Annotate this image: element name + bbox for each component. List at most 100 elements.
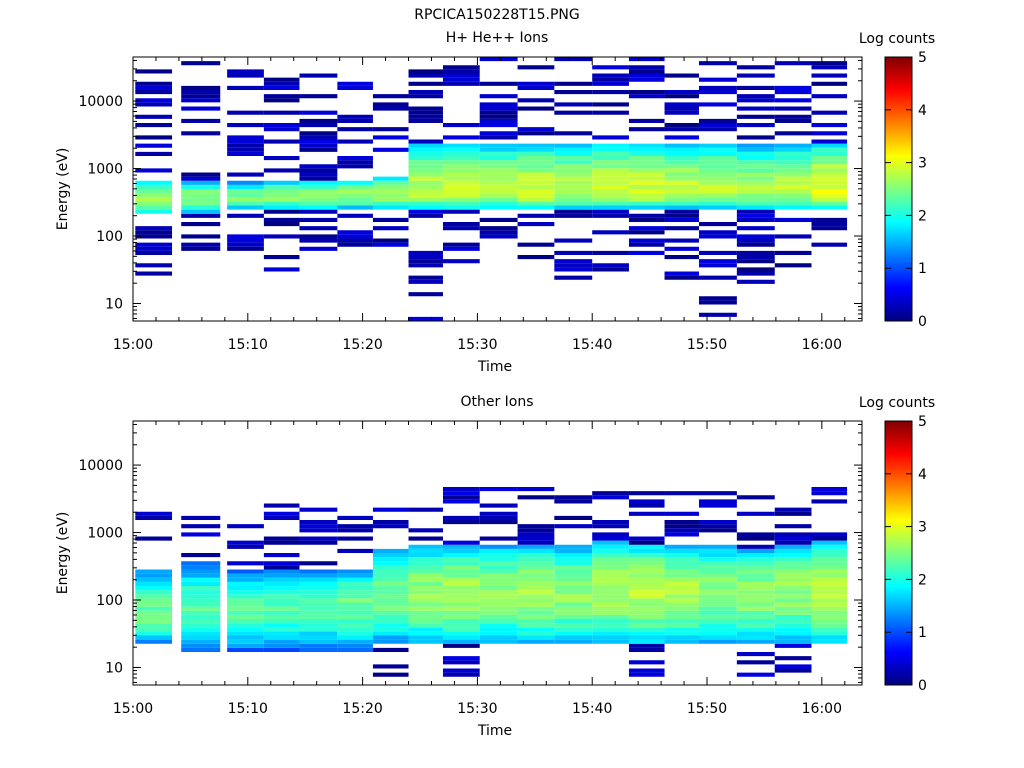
spectrogram-cell xyxy=(774,668,812,673)
spectrogram-cell xyxy=(479,226,518,231)
spectrogram-cell xyxy=(736,586,775,591)
spectrogram-cell xyxy=(181,553,221,558)
spectrogram-cell xyxy=(698,184,737,189)
spectrogram-cell xyxy=(408,606,443,611)
spectrogram-cell xyxy=(592,602,629,607)
spectrogram-cell xyxy=(664,586,699,591)
spectrogram-cell xyxy=(135,511,173,516)
spectrogram-cell xyxy=(227,242,264,247)
spectrogram-cell xyxy=(263,222,300,227)
spectrogram-cell xyxy=(592,164,629,169)
spectrogram-cell xyxy=(736,623,775,628)
spectrogram-cell xyxy=(811,569,848,574)
spectrogram-cell xyxy=(664,602,699,607)
spectrogram-cell xyxy=(628,213,665,218)
spectrogram-cell xyxy=(811,168,848,173)
spectrogram-cell xyxy=(372,627,409,632)
spectrogram-cell xyxy=(774,98,812,103)
spectrogram-cell xyxy=(554,267,593,272)
spectrogram-cell xyxy=(554,143,593,148)
spectrogram-cell xyxy=(479,536,518,541)
spectrogram-cell xyxy=(408,160,443,165)
spectrogram-cell xyxy=(479,143,518,148)
spectrogram-cell xyxy=(517,197,555,202)
spectrogram-cell xyxy=(479,577,518,582)
spectrogram-cell xyxy=(698,176,737,181)
spectrogram-cell xyxy=(442,627,480,632)
colorbar-title: Log counts xyxy=(859,395,935,411)
spectrogram-cell xyxy=(479,553,518,558)
spectrogram-cell xyxy=(517,65,555,70)
spectrogram-cell xyxy=(736,172,775,177)
spectrogram-cell xyxy=(736,279,775,284)
spectrogram-cell xyxy=(628,180,665,185)
spectrogram-cell xyxy=(774,643,812,648)
spectrogram-cell xyxy=(774,507,812,512)
spectrogram-cell xyxy=(774,544,812,549)
spectrogram-cell xyxy=(372,569,409,574)
spectrogram-cell xyxy=(442,205,480,210)
spectrogram-cell xyxy=(736,106,775,111)
spectrogram-cell xyxy=(442,672,480,677)
spectrogram-cell xyxy=(811,81,848,86)
spectrogram-cell xyxy=(554,573,593,578)
y-tick-label: 100 xyxy=(96,593,123,609)
spectrogram-cell xyxy=(592,151,629,157)
spectrogram-cell xyxy=(263,586,300,591)
x-tick-label: 15:20 xyxy=(342,337,382,353)
spectrogram-cell xyxy=(181,635,221,640)
spectrogram-cell xyxy=(408,544,443,549)
spectrogram-cell xyxy=(337,548,373,554)
spectrogram-cell xyxy=(592,544,629,549)
spectrogram-cell xyxy=(442,577,480,582)
spectrogram-cell xyxy=(135,614,173,620)
spectrogram-cell xyxy=(299,135,338,140)
spectrogram-cell xyxy=(811,491,848,496)
spectrogram-cell xyxy=(337,160,373,165)
spectrogram-cell xyxy=(299,520,338,525)
spectrogram-cell xyxy=(299,123,338,128)
spectrogram-cell xyxy=(263,139,300,144)
spectrogram-cell xyxy=(664,581,699,587)
spectrogram-cell xyxy=(408,81,443,86)
spectrogram-cell xyxy=(698,619,737,624)
spectrogram-cell xyxy=(698,156,737,161)
spectrogram-cell xyxy=(337,619,373,624)
spectrogram-cell xyxy=(736,164,775,169)
spectrogram-cell xyxy=(337,614,373,620)
spectrogram-cell xyxy=(517,577,555,582)
spectrogram-cell xyxy=(135,586,173,591)
spectrogram-cell xyxy=(736,259,775,264)
spectrogram-cell xyxy=(698,623,737,628)
spectrogram-cell xyxy=(299,573,338,578)
spectrogram-cell xyxy=(372,631,409,636)
spectrogram-cell xyxy=(774,569,812,574)
spectrogram-cell xyxy=(442,635,480,640)
spectrogram-cell xyxy=(736,548,775,554)
spectrogram-cell xyxy=(442,222,480,227)
spectrogram-cell xyxy=(736,85,775,91)
spectrogram-cell xyxy=(628,250,665,256)
spectrogram-cell xyxy=(664,238,699,243)
spectrogram-cell xyxy=(736,213,775,218)
spectrogram-cell xyxy=(698,102,737,107)
spectrogram-cell xyxy=(698,189,737,194)
spectrogram-cell xyxy=(372,176,409,181)
spectrogram-cell xyxy=(811,61,848,66)
spectrogram-cell xyxy=(479,193,518,198)
spectrogram-cell xyxy=(408,147,443,152)
y-tick-label: 10000 xyxy=(78,94,123,110)
spectrogram-cell xyxy=(554,209,593,214)
spectrogram-cell xyxy=(442,259,480,264)
spectrogram-cell xyxy=(774,614,812,620)
spectrogram-cell xyxy=(628,565,665,570)
spectrogram-cell xyxy=(408,573,443,578)
spectrogram-cell xyxy=(811,143,848,148)
spectrogram-cell xyxy=(372,520,409,525)
spectrogram-cell xyxy=(628,610,665,615)
spectrogram-cell xyxy=(263,639,300,644)
spectrogram-cell xyxy=(299,540,338,545)
spectrogram-cell xyxy=(337,201,373,206)
spectrogram-cell xyxy=(774,532,812,537)
spectrogram-cell xyxy=(664,172,699,177)
